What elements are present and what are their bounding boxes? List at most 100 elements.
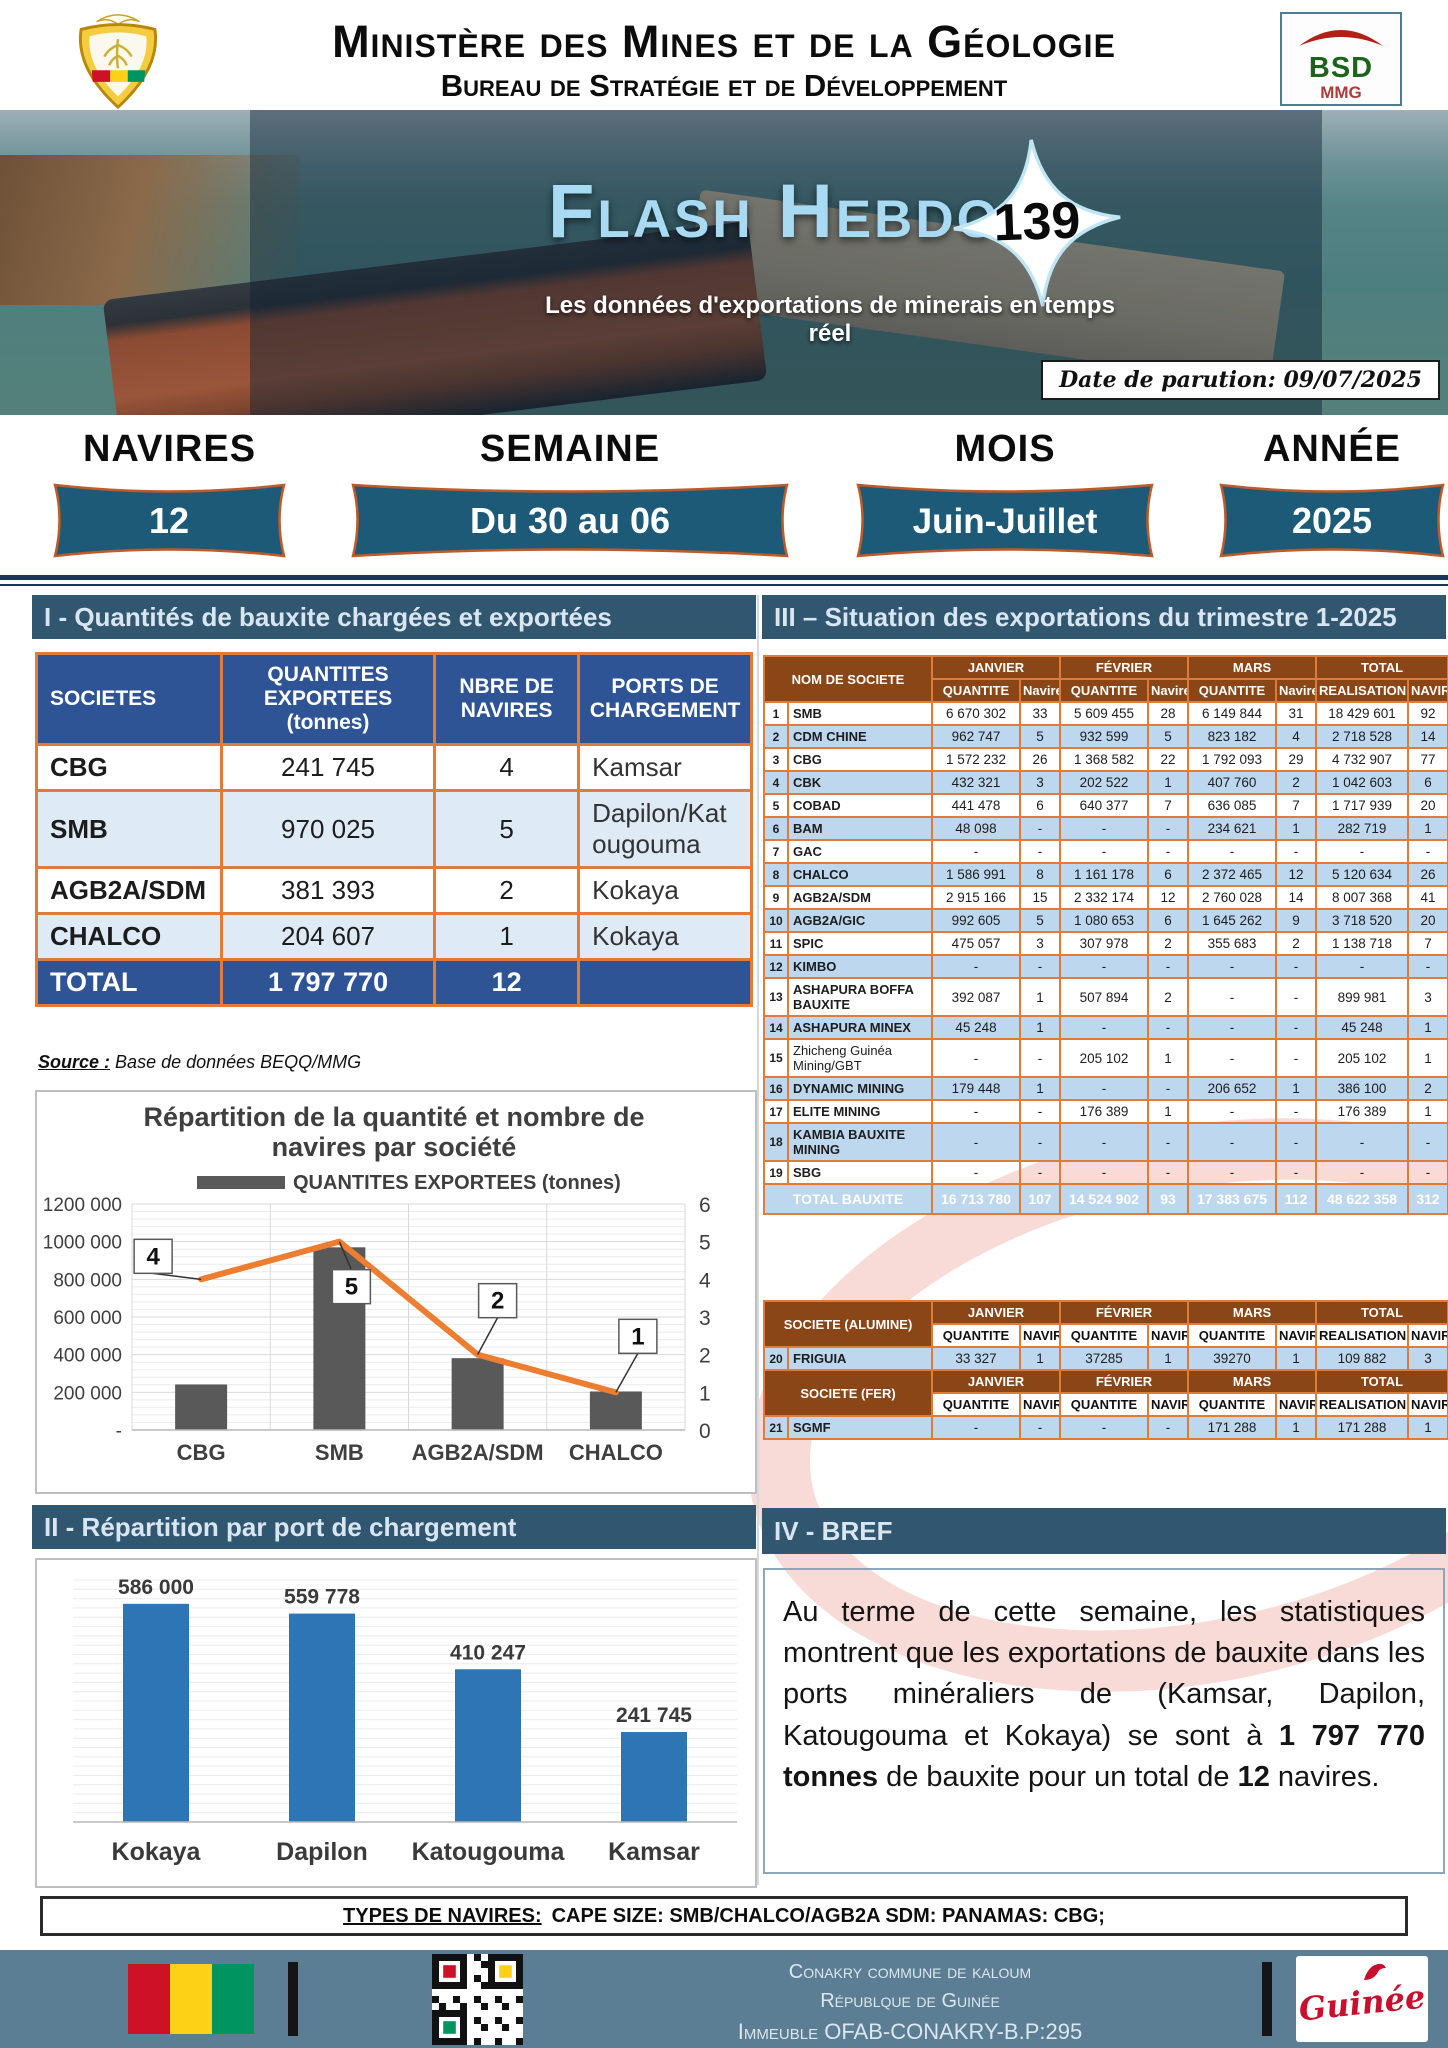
mmg-text: MMG bbox=[1320, 83, 1362, 103]
svg-text:1: 1 bbox=[631, 1323, 644, 1350]
table-row: 15 Zhicheng Guinéa Mining/GBT - -205 102 1- -… bbox=[763, 1038, 1448, 1078]
table-row: 16 DYNAMIC MINING 179 448 1- -206 652 1 386 10… bbox=[763, 1076, 1448, 1101]
guinee-logo: Guinée bbox=[1296, 1956, 1428, 2042]
table-row: 3 CBG 1 572 232 26 1 368 582 22 1 792 093 29 4 7… bbox=[763, 747, 1448, 772]
publication-date: Date de parution: 09/07/2025 bbox=[1041, 360, 1440, 400]
svg-text:CHALCO: CHALCO bbox=[569, 1440, 663, 1465]
col-header-societes: SOCIETES bbox=[35, 652, 223, 746]
footer-band: Conakry commune de kaloum Républque de G… bbox=[0, 1950, 1448, 2048]
svg-text:5: 5 bbox=[345, 1274, 358, 1301]
table-row: 6 BAM 48 098- - -234 621 1 282 719 1 bbox=[763, 816, 1448, 841]
bref-text-box: Au terme de cette semaine, les statistiq… bbox=[763, 1568, 1445, 1874]
col-header-societe-fer: SOCIETE (FER) bbox=[763, 1369, 933, 1417]
bref-paragraph: Au terme de cette semaine, les statistiq… bbox=[783, 1596, 1425, 1793]
issue-star-badge: 139 bbox=[946, 132, 1127, 313]
stat-badge-semaine: Du 30 au 06 bbox=[351, 483, 789, 558]
table-row: 13 ASHAPURA BOFFA BAUXITE 392 087 1 507 894 2… bbox=[763, 977, 1448, 1017]
svg-text:SMB: SMB bbox=[315, 1440, 364, 1465]
table-row: 12 KIMBO - - - - - - - - bbox=[763, 954, 1448, 979]
bsd-arc-icon bbox=[1299, 30, 1383, 46]
svg-text:Katougouma: Katougouma bbox=[412, 1838, 566, 1866]
source-label: Source : bbox=[38, 1052, 111, 1072]
svg-text:Dapilon: Dapilon bbox=[276, 1838, 368, 1866]
chart-ports-chargement: 586 000 559 778 410 247 241 745 Kokaya Dapilo… bbox=[35, 1558, 757, 1888]
stat-badge-annee: 2025 bbox=[1219, 483, 1445, 558]
bird-icon bbox=[1364, 1963, 1386, 1980]
table-row: 7 GAC - - - - - - - - bbox=[763, 839, 1448, 864]
stat-label-semaine: SEMAINE bbox=[479, 428, 661, 470]
footer-separator-bar bbox=[1262, 1962, 1272, 2036]
ship-types-text: CAPE SIZE: SMB/CHALCO/AGB2A SDM: PANAMAS… bbox=[551, 1904, 1105, 1927]
table-row: CBG 241 745 4 Kamsar bbox=[35, 743, 753, 792]
section3-heading: III – Situation des exportations du trim… bbox=[762, 595, 1446, 639]
table-row: 1 SMB 6 670 302 33 5 609 455 28 6 149 844 31 18 … bbox=[763, 701, 1448, 726]
col-header-quantites: QUANTITES EXPORTEES (tonnes) bbox=[219, 652, 437, 746]
svg-text:navires par société: navires par société bbox=[272, 1132, 517, 1162]
bureau-subtitle: Bureau de Stratégie et de Développement bbox=[440, 68, 1008, 103]
stat-badge-navires: 12 bbox=[53, 483, 286, 558]
table-row: SMB 970 025 5 Dapilon/Katougouma bbox=[35, 789, 753, 869]
svg-text:0: 0 bbox=[699, 1420, 711, 1443]
bsd-text: BSD bbox=[1308, 52, 1374, 84]
stat-label-annee: ANNÉE bbox=[1262, 428, 1402, 470]
svg-text:200 000: 200 000 bbox=[53, 1383, 122, 1404]
svg-text:1: 1 bbox=[699, 1382, 711, 1405]
svg-text:241 745: 241 745 bbox=[616, 1704, 692, 1727]
svg-text:400 000: 400 000 bbox=[53, 1346, 122, 1367]
section2-heading: II - Répartition par port de chargement bbox=[32, 1505, 756, 1549]
source-text: Base de données BEQQ/MMG bbox=[115, 1052, 362, 1072]
table-row-friguia: 20 FRIGUIA 33 327 1 37285 1 39270 1 109 … bbox=[763, 1346, 1448, 1371]
qr-code-icon bbox=[432, 1954, 523, 2048]
table-row: 4 CBK 432 321 3 202 522 1 407 760 2 1 042 603 6 bbox=[763, 770, 1448, 795]
table-row: 17 ELITE MINING - -176 389 1- -176 389 1 bbox=[763, 1099, 1448, 1124]
star-icon bbox=[953, 139, 1121, 307]
guinea-flag-icon bbox=[128, 1964, 254, 2034]
col-header-societe-alumine: SOCIETE (ALUMINE) bbox=[763, 1300, 933, 1348]
col-header-nbre-navires: NBRE DE NAVIRES bbox=[433, 652, 581, 746]
ship-types-label: TYPES DE NAVIRES: bbox=[343, 1904, 542, 1927]
svg-text:Du 30 au 06: Du 30 au 06 bbox=[470, 500, 670, 541]
table-row: 19 SBG - - - - - - - - bbox=[763, 1160, 1448, 1185]
table-row: AGB2A/SDM 381 393 2 Kokaya bbox=[35, 866, 753, 915]
svg-text:1200 000: 1200 000 bbox=[43, 1195, 122, 1216]
svg-text:1000 000: 1000 000 bbox=[43, 1233, 122, 1254]
svg-text:410 247: 410 247 bbox=[450, 1641, 526, 1664]
banner-subtitle: Les données d'exportations de minerais e… bbox=[545, 292, 1115, 347]
svg-text:Juin-Juillet: Juin-Juillet bbox=[913, 502, 1098, 541]
col-header-mars: MARS bbox=[1187, 655, 1318, 680]
table-total-row: TOTAL BAUXITE 16 713 780 107 14 524 902 93 17… bbox=[763, 1183, 1448, 1215]
svg-text:559 778: 559 778 bbox=[284, 1586, 360, 1609]
svg-text:586 000: 586 000 bbox=[118, 1576, 194, 1599]
col-header-nom-societe: NOM DE SOCIETE bbox=[763, 655, 933, 703]
section4-heading: IV - BREF bbox=[762, 1508, 1446, 1554]
section3-table: NOM DE SOCIETE JANVIER FÉVRIER MARS TOTA… bbox=[763, 655, 1448, 1215]
svg-text:CBG: CBG bbox=[177, 1440, 226, 1465]
guinea-coat-of-arms-icon bbox=[78, 14, 158, 110]
table-row: 18 KAMBIA BAUXITE MINING - - - - - - - - bbox=[763, 1122, 1448, 1162]
table-row: 10 AGB2A/GIC 992 605 5 1 080 653 6 1 645 262 9 3… bbox=[763, 908, 1448, 933]
stat-badge-mois: Juin-Juillet bbox=[856, 483, 1154, 558]
col-header-total: TOTAL bbox=[1315, 655, 1448, 680]
col-header-fevrier: FÉVRIER bbox=[1059, 655, 1190, 680]
svg-text:Kokaya: Kokaya bbox=[112, 1838, 202, 1866]
table-row: 8 CHALCO 1 586 991 8 1 161 178 6 2 372 465 12 5 … bbox=[763, 862, 1448, 887]
ship-types-strip: TYPES DE NAVIRES: CAPE SIZE: SMB/CHALCO/… bbox=[40, 1896, 1408, 1936]
footer-separator-bar bbox=[288, 1962, 298, 2036]
svg-text:-: - bbox=[116, 1421, 122, 1442]
chart-quantite-navires: Répartition de la quantité et nombre de n… bbox=[35, 1090, 757, 1494]
svg-text:5: 5 bbox=[699, 1232, 711, 1255]
banner-photo: Flash Hebdo 139 Les données d'exportatio… bbox=[0, 110, 1448, 415]
section1-table: SOCIETES QUANTITES EXPORTEES (tonnes) NB… bbox=[35, 652, 753, 1007]
table-row: 9 AGB2A/SDM 2 915 166 15 2 332 174 12 2 760 02… bbox=[763, 885, 1448, 910]
svg-text:Kamsar: Kamsar bbox=[608, 1838, 700, 1866]
ministry-title: Ministère des Mines et de la Géologie bbox=[332, 16, 1116, 67]
svg-text:600 000: 600 000 bbox=[53, 1308, 122, 1329]
col-header-janvier: JANVIER bbox=[930, 655, 1062, 680]
column-divider bbox=[757, 595, 759, 1885]
table-row: CHALCO 204 607 1 Kokaya bbox=[35, 912, 753, 961]
svg-text:AGB2A/SDM: AGB2A/SDM bbox=[412, 1440, 544, 1465]
section3-mini-tables: SOCIETE (ALUMINE) JANVIER FÉVRIER MARS T… bbox=[763, 1300, 1448, 1440]
banner-shore-art bbox=[0, 155, 300, 305]
divider-rule-thick bbox=[0, 575, 1448, 580]
